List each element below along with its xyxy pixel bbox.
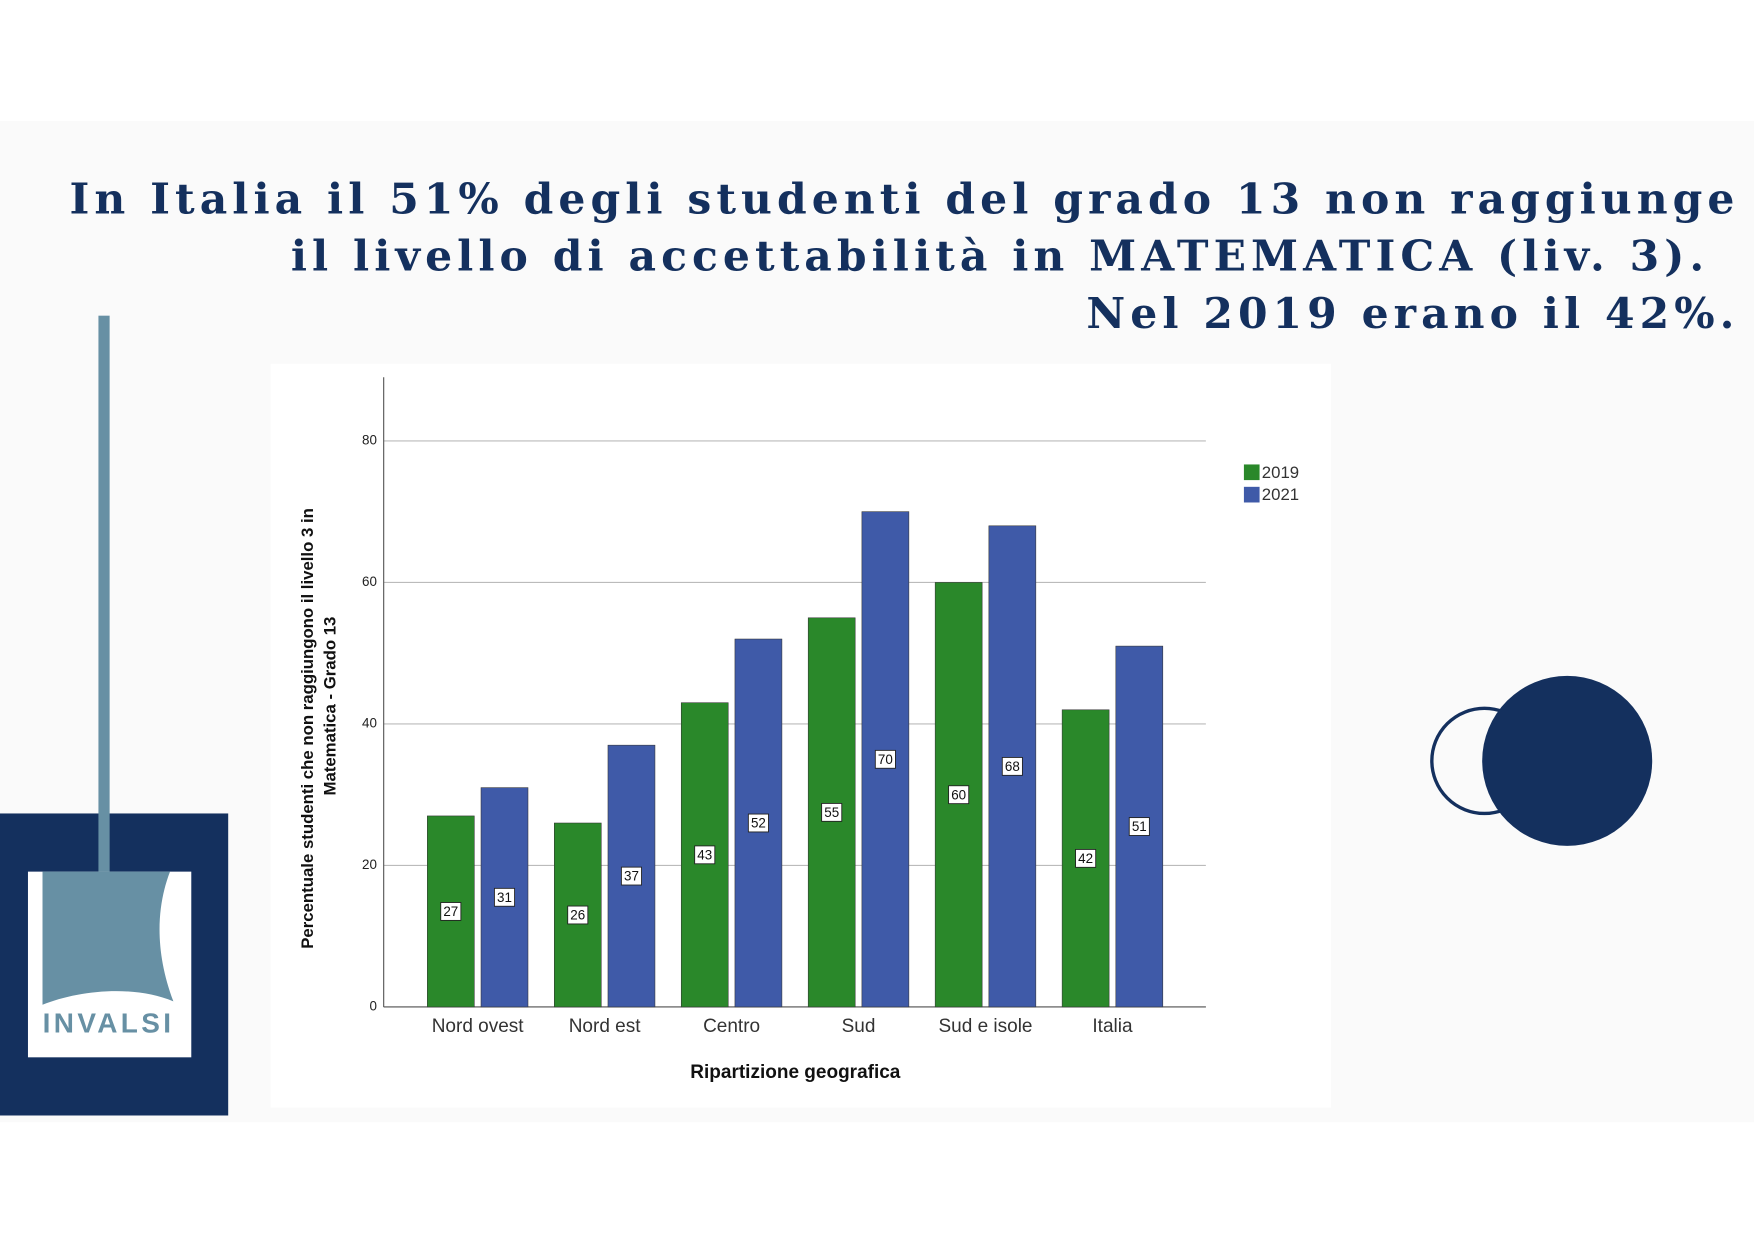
title-line: il livello di accettabilità in MATEMATIC… <box>291 232 1709 282</box>
value-label-box <box>821 802 843 822</box>
value-label: 60 <box>951 787 966 802</box>
y-tick-label: 40 <box>362 715 377 730</box>
value-label: 26 <box>570 908 585 923</box>
y-axis-label: Percentuale studenti che non raggiungono… <box>298 508 317 949</box>
legend-swatch <box>1243 486 1260 503</box>
y-tick-label: 20 <box>362 857 377 872</box>
title-line: Nel 2019 erano il 42%. <box>1086 289 1739 339</box>
value-label-box <box>493 887 516 907</box>
value-label-box <box>440 902 462 921</box>
x-tick-label: Italia <box>1092 1016 1133 1037</box>
x-tick-label: Sud e isole <box>938 1016 1032 1037</box>
value-label: 51 <box>1132 819 1147 834</box>
y-axis-label: Matematica - Grado 13 <box>321 617 340 796</box>
x-tick-label: Sud <box>842 1016 876 1037</box>
value-label-box <box>620 866 642 886</box>
value-label-box <box>567 905 589 925</box>
value-label-box <box>694 845 716 865</box>
x-axis-label: Ripartizione geografica <box>690 1062 901 1083</box>
value-label-box <box>1128 817 1150 836</box>
value-label-box <box>948 785 970 805</box>
y-tick-label: 60 <box>362 574 377 589</box>
legend-swatch <box>1243 464 1260 481</box>
value-label-box <box>874 749 896 769</box>
value-label: 43 <box>697 848 712 863</box>
value-label: 27 <box>443 904 458 919</box>
value-label: 42 <box>1078 851 1093 866</box>
logo-text: INVALSI <box>43 1007 175 1038</box>
value-label-box <box>747 813 769 833</box>
x-tick-label: Nord ovest <box>432 1016 525 1037</box>
value-label-box <box>1075 848 1097 868</box>
value-label-box <box>1001 756 1023 776</box>
circle-filled <box>1482 675 1653 846</box>
value-label: 31 <box>497 890 512 905</box>
x-tick-label: Nord est <box>569 1016 642 1037</box>
value-label: 55 <box>824 805 839 820</box>
value-label: 68 <box>1005 759 1020 774</box>
y-tick-label: 0 <box>370 999 377 1014</box>
legend-label: 2021 <box>1262 485 1299 504</box>
x-tick-label: Centro <box>703 1016 760 1037</box>
y-tick-label: 80 <box>362 432 377 447</box>
legend-label: 2019 <box>1262 463 1299 482</box>
value-label: 70 <box>878 752 893 767</box>
value-label: 37 <box>624 869 639 884</box>
title-line: In Italia il 51% degli studenti del grad… <box>69 175 1739 225</box>
chart: Percentuale studenti che non raggiungono… <box>270 363 1332 1108</box>
value-label: 52 <box>751 816 766 831</box>
logo-shape <box>42 871 174 1005</box>
logo-bar <box>98 315 110 872</box>
